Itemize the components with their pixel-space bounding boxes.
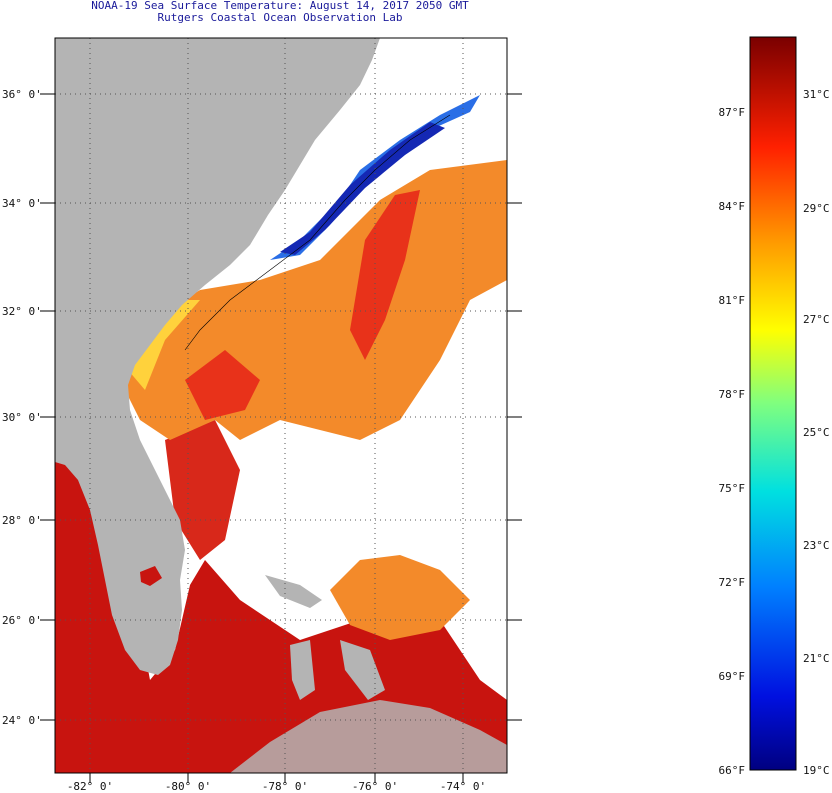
c-label: 31°C <box>803 88 830 101</box>
lat-label: 30° 0' <box>2 411 42 424</box>
lat-label: 28° 0' <box>2 514 42 527</box>
nearshore-yellow <box>128 300 200 390</box>
lon-label: -82° 0' <box>67 780 113 793</box>
lon-label: -76° 0' <box>352 780 398 793</box>
f-label: 87°F <box>719 106 746 119</box>
c-label: 23°C <box>803 539 830 552</box>
map-frame <box>54 37 508 774</box>
lon-label: -74° 0' <box>440 780 486 793</box>
lat-label: 36° 0' <box>2 88 42 101</box>
hot-patch <box>185 350 260 420</box>
lon-label: -80° 0' <box>165 780 211 793</box>
land-bahamas-2 <box>290 640 315 700</box>
colorbar-celsius-labels: 31°C 29°C 27°C 25°C 23°C 21°C 19°C <box>803 88 830 777</box>
lat-label: 24° 0' <box>2 714 42 727</box>
cold-coastal <box>280 122 445 255</box>
gulf-warm-water <box>55 455 507 773</box>
f-label: 84°F <box>719 200 746 213</box>
f-label: 78°F <box>719 388 746 401</box>
f-label: 66°F <box>719 764 746 777</box>
map-title: NOAA-19 Sea Surface Temperature: August … <box>91 0 469 12</box>
lat-label: 32° 0' <box>2 305 42 318</box>
se-orange <box>330 555 470 640</box>
f-label: 75°F <box>719 482 746 495</box>
f-label: 72°F <box>719 576 746 589</box>
lon-label: -78° 0' <box>262 780 308 793</box>
hot-streak <box>350 190 420 360</box>
f-label: 69°F <box>719 670 746 683</box>
c-label: 27°C <box>803 313 830 326</box>
map-image <box>55 38 507 773</box>
longitude-labels: -82° 0' -80° 0' -78° 0' -76° 0' -74° 0' <box>67 780 486 793</box>
gulf-stream <box>165 420 240 560</box>
land-bahamas-1 <box>265 575 322 608</box>
c-label: 29°C <box>803 202 830 215</box>
c-label: 21°C <box>803 652 830 665</box>
latitude-labels: 36° 0' 34° 0' 32° 0' 30° 0' 28° 0' 26° 0… <box>2 88 42 727</box>
graticule <box>55 38 507 773</box>
lat-label: 26° 0' <box>2 614 42 627</box>
lat-label: 34° 0' <box>2 197 42 210</box>
frame-ticks <box>40 93 522 783</box>
shelf-contour <box>184 114 451 351</box>
land-us <box>55 38 380 675</box>
colorbar-fahrenheit-labels: 87°F 84°F 81°F 78°F 75°F 72°F 69°F 66°F <box>719 106 746 777</box>
map-subtitle: Rutgers Coastal Ocean Observation Lab <box>157 11 403 24</box>
colorbar <box>749 36 797 771</box>
land-cuba <box>230 700 507 773</box>
f-label: 81°F <box>719 294 746 307</box>
lake-okeechobee <box>140 566 162 586</box>
c-label: 19°C <box>803 764 830 777</box>
land-bahamas-3 <box>340 640 385 700</box>
c-label: 25°C <box>803 426 830 439</box>
